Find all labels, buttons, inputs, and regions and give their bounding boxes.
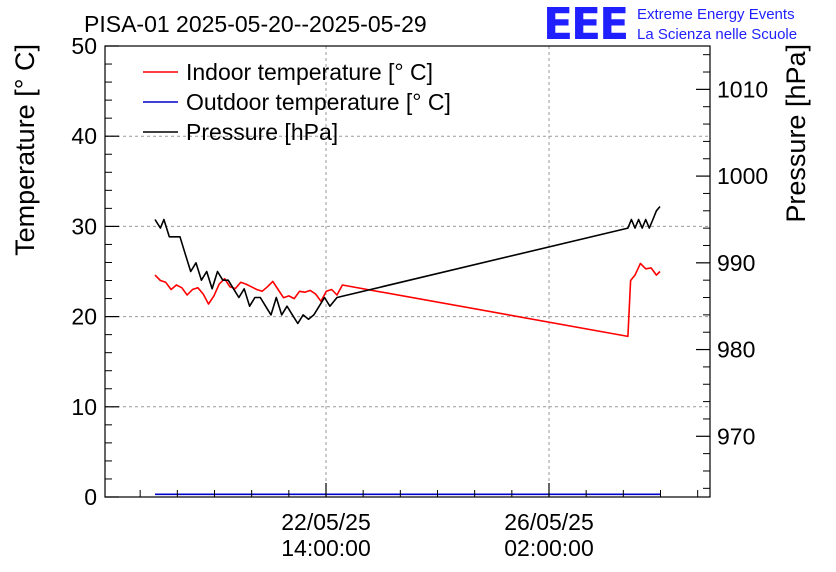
eee-logo: EEE Extreme Energy Events La Scienza nel…: [543, 0, 797, 50]
y-axis-title: Temperature [° C]: [10, 44, 40, 256]
series-line-3: [154, 205, 661, 325]
y2-tick-label: 990: [717, 250, 755, 276]
y-tick-label: 10: [71, 394, 97, 420]
x-tick-label-time: 02:00:00: [504, 535, 594, 561]
y2-axis-title: Pressure [hPa]: [781, 44, 811, 223]
plot-border: [104, 45, 711, 498]
y-axis-right: 970 980 990 1000 1010: [696, 54, 768, 489]
eee-logo-mark: EEE: [543, 0, 627, 50]
y2-tick-label: 980: [717, 337, 755, 363]
y2-tick-label: 1010: [717, 76, 768, 102]
x-tick-label-date: 26/05/25: [504, 509, 594, 535]
legend: Indoor temperature [° C] Outdoor temperat…: [143, 59, 451, 145]
legend-entry: Pressure [hPa]: [186, 119, 338, 145]
series-layer: [154, 205, 661, 496]
chart-title: PISA-01 2025-05-20--2025-05-29: [84, 11, 427, 37]
y2-tick-label: 970: [717, 423, 755, 449]
y2-tick-label: 1000: [717, 163, 768, 189]
y-axis-left: 0 10 20 30 40 50: [71, 33, 119, 510]
y-tick-label: 20: [71, 304, 97, 330]
y-tick-label: 40: [71, 123, 97, 149]
y-tick-label: 0: [84, 484, 97, 510]
legend-entry: Indoor temperature [° C]: [186, 59, 433, 85]
plot-frame: [104, 45, 711, 498]
eee-logo-line1: Extreme Energy Events: [637, 6, 795, 23]
x-tick-label-date: 22/05/25: [281, 509, 371, 535]
eee-logo-line2: La Scienza nelle Scuole: [637, 26, 797, 43]
series-line-1: [154, 262, 661, 338]
x-tick-label-time: 14:00:00: [281, 535, 371, 561]
y-tick-label: 30: [71, 213, 97, 239]
legend-entry: Outdoor temperature [° C]: [186, 89, 451, 115]
grid-lines: [105, 46, 710, 497]
y-tick-label: 50: [71, 33, 97, 59]
